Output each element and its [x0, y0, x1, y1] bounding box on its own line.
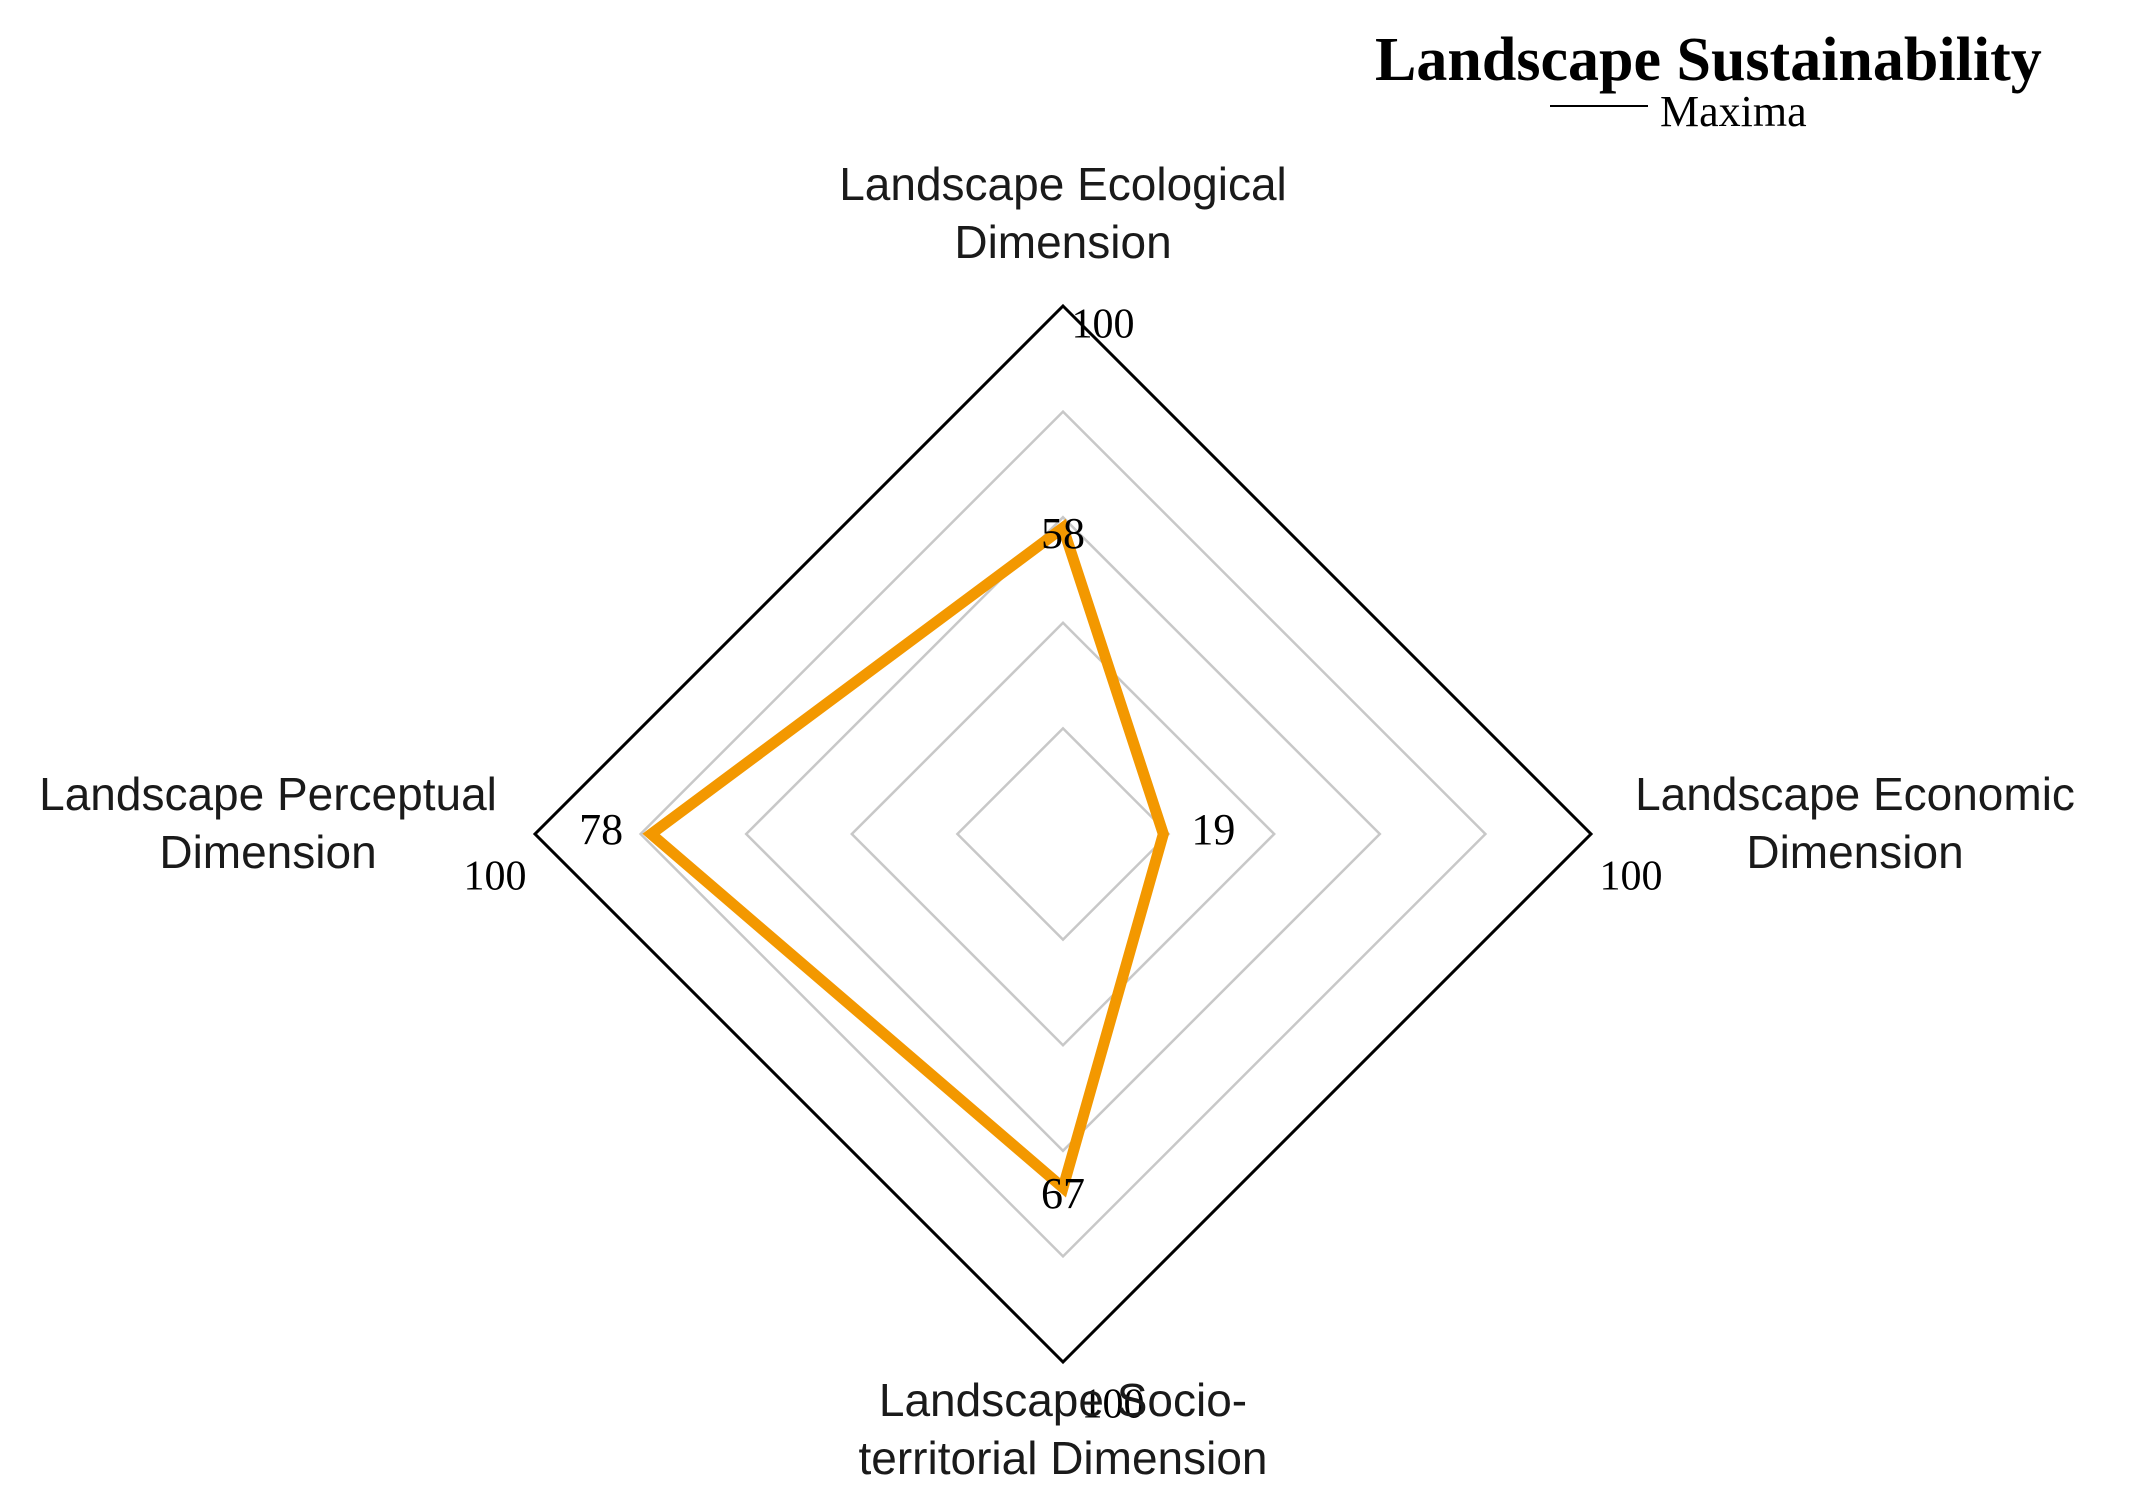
radar-grid-ring [850, 621, 1276, 1047]
data-label: 78 [579, 805, 623, 854]
radar-labels: 58 19 67 78 100 Landscape Ecological Dimension… [39, 158, 2075, 1484]
data-label: 58 [1041, 509, 1085, 558]
series-line-0 [642, 518, 1170, 1198]
radar-outer-ring [532, 303, 1594, 1365]
axis-max-label: 100 [1600, 854, 1663, 900]
radar-grid [532, 303, 1594, 1365]
axis-label: Landscape Ecological Dimension [839, 158, 1287, 268]
axis-label: Landscape Perceptual Dimension [39, 768, 497, 878]
axis-label: Landscape Economic Dimension [1635, 768, 2075, 878]
axis-max-label: 100 [464, 854, 527, 900]
radar-grid-ring [638, 409, 1488, 1259]
radar-series [642, 518, 1170, 1198]
axis-max-label: 100 [1082, 1382, 1145, 1428]
chart-title: Landscape Sustainability [1375, 26, 2042, 94]
axis-max-label: 100 [1072, 302, 1135, 348]
radar-grid-ring [955, 726, 1171, 942]
data-label: 67 [1041, 1169, 1085, 1218]
legend-series-name: Maxima [1660, 87, 1807, 136]
axis-label: Landscape Socio-territorial Dimension [858, 1374, 1267, 1484]
radar-grid-ring [744, 515, 1382, 1153]
data-label: 19 [1191, 805, 1235, 854]
